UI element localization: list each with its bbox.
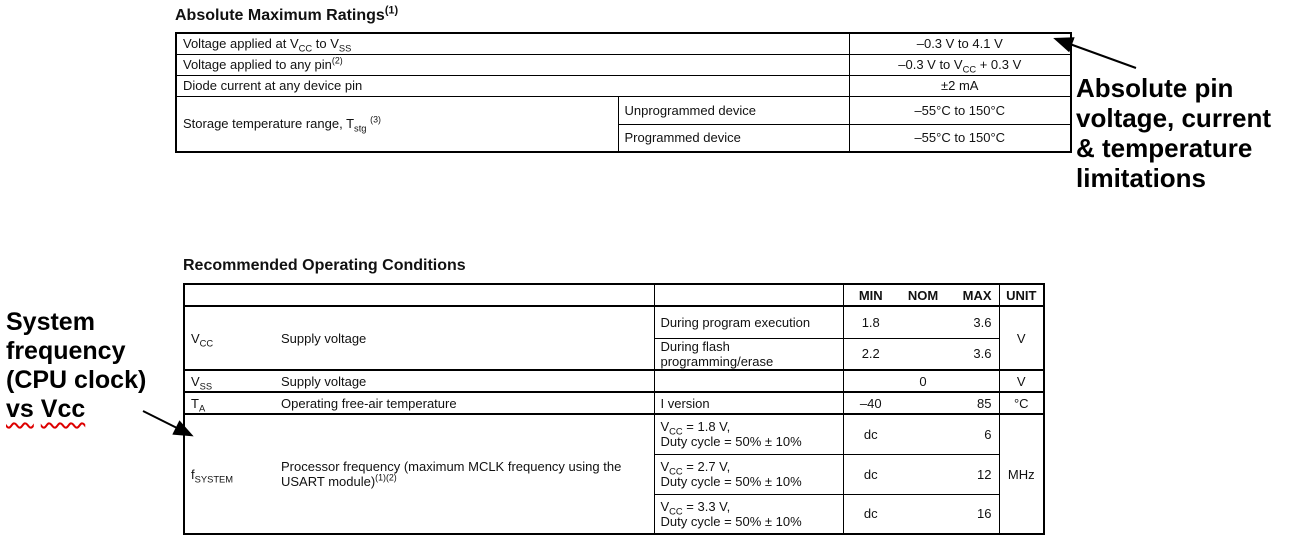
symbol-cell: VSS (183, 369, 281, 393)
condition-cell: VCC = 1.8 V, Duty cycle = 50% ± 10% (653, 413, 844, 455)
symbol-cell: TA (183, 391, 281, 415)
underlined-word: vs (6, 395, 34, 423)
condition-cell (653, 369, 844, 393)
recommended-operating-conditions-table: MIN NOM MAX UNIT VCC Supply voltage Duri… (183, 283, 1045, 535)
value-cell: –0.3 V to 4.1 V (848, 32, 1072, 55)
absolute-maximum-ratings-title: Absolute Maximum Ratings(1) (175, 4, 399, 24)
max-cell: 16 (948, 493, 1000, 535)
condition-cell: Unprogrammed device (617, 95, 850, 125)
note-line: frequency (6, 337, 126, 365)
max-header-cell: MAX (948, 283, 1000, 307)
annotation-arrow-to-fsystem-row (142, 410, 194, 437)
param-cell: Operating free-air temperature (281, 391, 655, 415)
min-cell: dc (842, 493, 898, 535)
note-line: System (6, 308, 95, 336)
min-cell: dc (842, 453, 898, 495)
unit-cell: °C (998, 391, 1045, 415)
nom-cell (898, 337, 948, 371)
note-line: limitations (1076, 163, 1207, 193)
condition-cell: I version (653, 391, 844, 415)
note-absolute-limits: Absolute pin voltage, current & temperat… (1076, 73, 1271, 193)
max-cell: 85 (948, 391, 1000, 415)
symbol-cell: fSYSTEM (183, 413, 281, 535)
table-row: TA Operating free-air temperature I vers… (183, 391, 1045, 415)
param-cell: Voltage applied at VCC to VSS (175, 32, 850, 55)
recommended-operating-conditions-title: Recommended Operating Conditions (183, 257, 466, 274)
condition-cell: During flash programming/erase (653, 337, 844, 371)
param-cell: Diode current at any device pin (175, 74, 850, 97)
max-cell: 6 (948, 413, 1000, 455)
nom-header-cell: NOM (898, 283, 948, 307)
symbol-cell: VCC (183, 305, 281, 371)
note-line: Absolute pin (1076, 73, 1234, 103)
annotation-arrow-to-max-ratings (1053, 37, 1137, 69)
nom-cell: 0 (898, 369, 948, 393)
table-row: Voltage applied to any pin(2) –0.3 V to … (175, 53, 1072, 76)
param-cell: Voltage applied to any pin(2) (175, 53, 850, 76)
param-cell: Supply voltage (281, 369, 655, 393)
unit-header-cell: UNIT (998, 283, 1045, 307)
unit-cell: V (998, 369, 1045, 393)
value-cell: –55°C to 150°C (848, 95, 1072, 125)
min-cell: dc (842, 413, 898, 455)
param-header-cell (281, 283, 655, 307)
unit-cell: V (998, 305, 1045, 371)
param-cell: Storage temperature range, Tstg (3) (175, 95, 619, 153)
nom-cell (898, 305, 948, 339)
condition-cell: Programmed device (617, 123, 850, 153)
table-row: Voltage applied at VCC to VSS –0.3 V to … (175, 32, 1072, 55)
nom-cell (898, 453, 948, 495)
note-line: vs Vcc (6, 395, 146, 424)
note-line: voltage, current (1076, 103, 1272, 133)
param-cell: Supply voltage (281, 305, 655, 371)
table-row: fSYSTEM Processor frequency (maximum MCL… (183, 413, 1045, 535)
min-cell: –40 (842, 391, 898, 415)
table-row: Diode current at any device pin ±2 mA (175, 74, 1072, 97)
note-line: (CPU clock) (6, 366, 147, 394)
min-cell: 1.8 (842, 305, 898, 339)
nom-cell (898, 493, 948, 535)
value-cell: ±2 mA (848, 74, 1072, 97)
note-system-frequency: System frequency (CPU clock) vs Vcc (6, 308, 146, 424)
max-cell (948, 369, 1000, 393)
symbol-header-cell (183, 283, 281, 307)
underlined-word: Vcc (40, 395, 86, 423)
table-row: VSS Supply voltage 0 V (183, 369, 1045, 393)
min-cell: 2.2 (842, 337, 898, 371)
nom-cell (898, 413, 948, 455)
absolute-maximum-ratings-table: Voltage applied at VCC to VSS –0.3 V to … (175, 32, 1072, 153)
condition-cell: VCC = 3.3 V, Duty cycle = 50% ± 10% (653, 493, 844, 535)
value-cell: –55°C to 150°C (848, 123, 1072, 153)
table-row: Storage temperature range, Tstg (3) Unpr… (175, 95, 1072, 153)
param-cell: Processor frequency (maximum MCLK freque… (281, 413, 655, 535)
table-row: During flash programming/erase 2.2 3.6 (184, 337, 1044, 371)
condition-cell: During program execution (653, 305, 844, 339)
table-row: Programmed device –55°C to 150°C (176, 123, 1072, 153)
max-cell: 12 (948, 453, 1000, 495)
table-row: VCC = 3.3 V, Duty cycle = 50% ± 10% dc 16 (184, 493, 1044, 535)
header-row: MIN NOM MAX UNIT (183, 283, 1045, 307)
min-cell (842, 369, 898, 393)
note-line: & temperature (1076, 133, 1253, 163)
condition-header-cell (653, 283, 844, 307)
unit-cell: MHz (998, 413, 1045, 535)
condition-cell: VCC = 2.7 V, Duty cycle = 50% ± 10% (653, 453, 844, 495)
min-header-cell: MIN (842, 283, 898, 307)
nom-cell (898, 391, 948, 415)
table-row: VCC Supply voltage During program execut… (183, 305, 1045, 371)
max-cell: 3.6 (948, 305, 1000, 339)
max-cell: 3.6 (948, 337, 1000, 371)
value-cell: –0.3 V to VCC + 0.3 V (848, 53, 1072, 76)
